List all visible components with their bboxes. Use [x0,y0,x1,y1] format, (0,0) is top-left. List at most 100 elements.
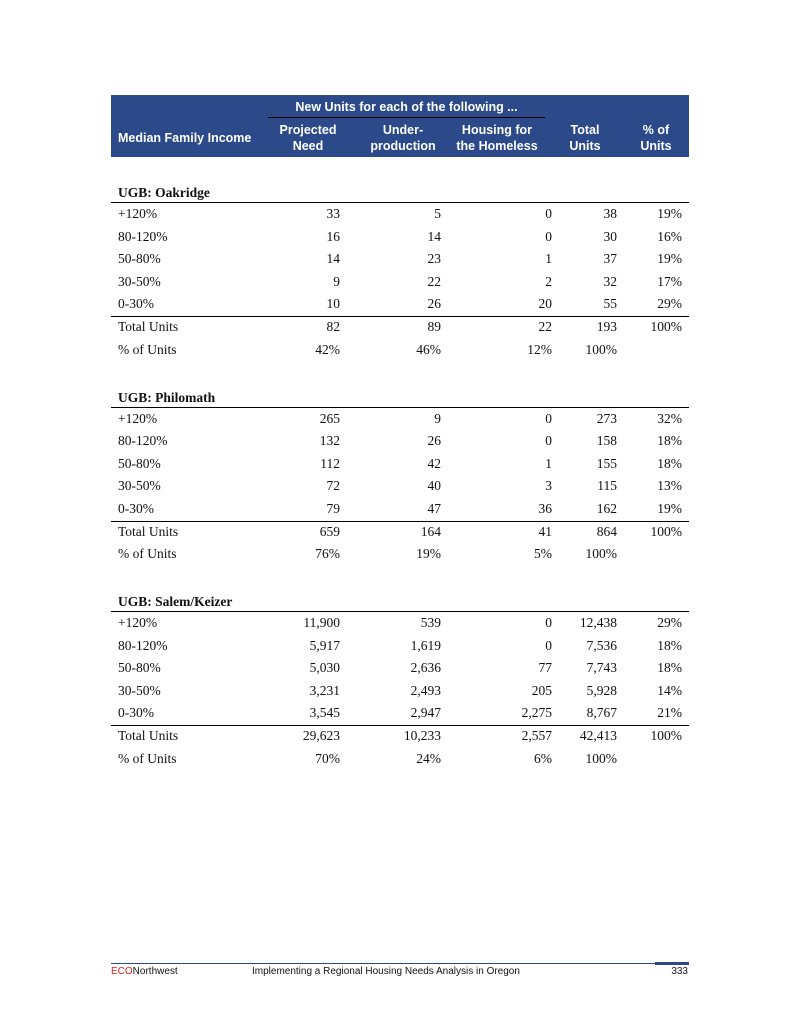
row-value: 2,636 [410,660,441,676]
row-value: 9 [434,410,441,426]
row-value: 18% [657,660,682,676]
total-value: 22 [538,319,553,334]
row-value: 0 [545,615,552,630]
total-value: 41 [538,523,553,539]
footer-rule-accent [655,962,689,965]
row-value: 14 [427,228,442,244]
total-value: 100% [650,319,683,334]
row-value: 42 [427,455,442,471]
row-value: 12,438 [579,615,617,630]
section-title: UGB: Oakridge [118,185,210,200]
total-label: Total Units [118,523,179,539]
section-rule [111,611,689,612]
total-rule [111,520,689,522]
total-value: 659 [319,523,340,539]
group-label: New Units for each of the following ... [295,100,518,114]
percent-value: 24% [416,750,441,766]
total-value: 42,413 [579,728,617,743]
row-value: 19% [657,500,682,516]
row-value: 1 [545,251,552,267]
row-value: 32 [603,273,618,289]
row-label: +120% [118,410,158,426]
row-value: 112 [320,455,340,471]
row-value: 10 [326,296,341,312]
percent-value: 5% [534,546,552,562]
row-value: 18% [657,433,682,449]
total-rule [111,316,689,317]
total-value: 100% [650,523,683,539]
total-value: 29,623 [302,728,340,743]
percent-value: 76% [315,546,340,562]
header-band [111,95,689,157]
row-value: 11,900 [303,615,340,630]
footer-title: Implementing a Regional Housing Needs An… [252,966,520,977]
column-header: Units [640,139,672,153]
row-value: 115 [597,478,617,494]
percent-value: 70% [315,750,340,766]
row-value: 47 [427,500,442,516]
row-value: 14 [326,251,341,267]
total-value: 864 [596,523,617,539]
total-value: 10,233 [403,728,441,743]
row-value: 21% [657,705,682,721]
row-label: +120% [118,206,158,221]
row-value: 13% [657,478,682,494]
column-header: Total [570,123,600,137]
section-title: UGB: Salem/Keizer [118,594,233,609]
row-value: 17% [657,273,682,289]
percent-value: 6% [534,750,552,766]
row-value: 155 [596,455,617,471]
row-label: 80-120% [118,637,168,653]
row-value: 9 [333,273,340,289]
total-value: 89 [427,319,442,334]
percent-value: 100% [585,750,618,766]
group-underline [268,117,545,118]
column-header: the Homeless [456,139,538,153]
row-label: 0-30% [118,705,154,721]
row-label: 80-120% [118,433,168,449]
row-value: 29% [657,296,682,312]
row-value: 5,917 [309,637,340,653]
row-value: 16% [657,228,682,244]
row-value: 18% [657,637,682,653]
row-value: 16 [326,228,341,244]
total-label: Total Units [118,728,179,743]
row-value: 19% [657,251,682,267]
footer-brand: ECONorthwest [111,966,178,977]
total-value: 100% [650,728,683,743]
row-value: 2 [545,273,552,289]
row-value: 1,619 [410,637,441,653]
row-value: 79 [326,500,341,516]
row-value: 273 [596,410,617,426]
footer-page: 333 [671,966,688,977]
row-value: 0 [545,228,552,244]
column-header: Under- [382,123,424,137]
row-label: 50-80% [118,455,161,471]
row-value: 8,767 [586,705,617,721]
row-value: 72 [326,478,341,494]
row-value: 2,275 [521,705,552,721]
percent-value: 100% [585,546,618,562]
row-label: 30-50% [118,478,161,494]
percent-value: 42% [315,341,340,357]
footer-rule [111,963,689,964]
row-value: 162 [596,500,617,516]
percent-label: % of Units [118,341,177,357]
row-value: 32% [657,410,682,426]
row-value: 7,743 [586,660,617,676]
row-value: 77 [538,660,553,676]
row-value: 19% [657,206,682,221]
row-label: 80-120% [118,228,168,244]
row-value: 205 [531,682,552,698]
row-value: 3 [545,478,552,494]
row-label: 0-30% [118,500,154,516]
total-rule [111,725,689,726]
row-value: 30 [603,228,618,244]
row-value: 38 [603,206,618,221]
row-value: 20 [538,296,553,312]
row-value: 265 [319,410,340,426]
brand-prefix: ECO [111,966,133,977]
percent-value: 46% [416,341,441,357]
column-header: Units [569,139,601,153]
row-label: 30-50% [118,273,161,289]
